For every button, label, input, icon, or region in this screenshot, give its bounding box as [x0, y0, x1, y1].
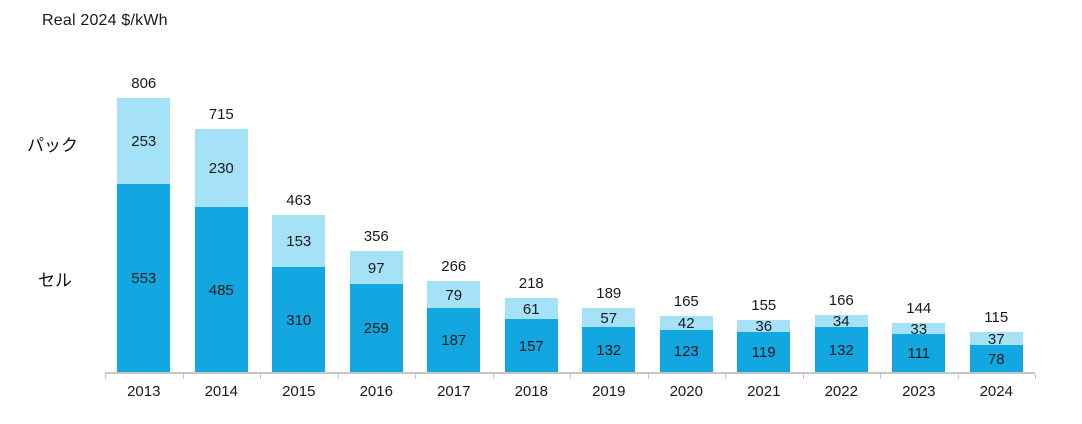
cell-value-label-2013: 553: [131, 270, 157, 287]
cell-value-label-2020: 123: [673, 343, 699, 360]
cell-value-label-2024: 78: [987, 350, 1005, 368]
cell-value-label-2022: 132: [828, 341, 854, 359]
cell-value-label-2023: 111: [907, 345, 931, 362]
total-value-label-2018: 218: [518, 275, 544, 292]
cell-value-label-2019: 132: [596, 341, 622, 359]
x-axis-label-2023: 2023: [902, 383, 936, 400]
x-axis-tick: [1035, 374, 1036, 379]
bar-segment-pack-2016: [349, 251, 403, 284]
series-label-cell: セル: [38, 271, 72, 290]
bar-segment-cell-2023: [892, 334, 946, 372]
x-axis-label-2017: 2017: [437, 383, 471, 400]
total-value-label-2022: 166: [828, 292, 854, 309]
x-axis-label-2014: 2014: [204, 383, 238, 400]
x-axis-tick: [880, 374, 881, 379]
bar-segment-cell-2013: [117, 184, 171, 372]
bar-segment-pack-2015: [272, 215, 326, 267]
total-value-label-2024: 115: [984, 309, 1009, 326]
bar-segment-cell-2018: [504, 319, 558, 372]
x-axis-label-2016: 2016: [359, 383, 393, 400]
total-value-label-2014: 715: [208, 106, 234, 123]
x-axis-tick: [415, 374, 416, 379]
bar-segment-cell-2015: [272, 267, 326, 372]
bar-segment-cell-2022: [814, 327, 868, 372]
bar-segment-pack-2018: [504, 298, 558, 319]
bar-segment-cell-2017: [427, 308, 481, 372]
bar-segment-pack-2020: [659, 316, 713, 330]
bar-segment-cell-2024: [969, 345, 1023, 372]
x-axis-label-2015: 2015: [282, 383, 316, 400]
total-value-label-2019: 189: [596, 285, 622, 302]
pack-value-label-2014: 230: [208, 160, 234, 177]
bar-segment-cell-2021: [737, 332, 791, 372]
bar-segment-pack-2013: [117, 98, 171, 184]
pack-value-label-2023: 33: [910, 320, 928, 338]
series-label-pack: パック: [27, 136, 78, 155]
x-axis-label-2024: 2024: [979, 383, 1013, 400]
bar-segment-pack-2022: [814, 315, 868, 327]
pack-value-label-2022: 34: [832, 313, 850, 330]
pack-value-label-2017: 79: [445, 286, 463, 304]
x-axis-tick: [105, 374, 106, 379]
chart-title: Real 2024 $/kWh: [42, 12, 168, 29]
cell-value-label-2018: 157: [518, 337, 544, 355]
pack-value-label-2016: 97: [367, 259, 385, 277]
pack-value-label-2015: 153: [286, 233, 312, 250]
total-value-label-2013: 806: [131, 75, 157, 92]
cell-value-label-2017: 187: [441, 332, 467, 349]
bar-segment-cell-2019: [582, 327, 636, 372]
x-axis-label-2022: 2022: [824, 383, 858, 400]
x-axis-line: [105, 372, 1035, 374]
total-value-label-2020: 165: [673, 293, 699, 310]
bar-segment-pack-2017: [427, 281, 481, 308]
x-axis-label-2013: 2013: [127, 383, 161, 400]
bar-segment-pack-2021: [737, 320, 791, 332]
bar-segment-cell-2020: [659, 330, 713, 372]
x-axis-tick: [957, 374, 959, 379]
x-axis-tick: [570, 374, 571, 379]
x-axis-label-2021: 2021: [747, 383, 781, 400]
x-axis-label-2019: 2019: [592, 383, 626, 400]
cell-value-label-2021: 119: [751, 344, 776, 361]
x-axis-tick: [647, 374, 649, 379]
total-value-label-2015: 463: [286, 192, 312, 209]
bar-segment-pack-2023: [892, 323, 946, 334]
bar-segment-cell-2016: [349, 284, 403, 372]
x-axis-tick: [182, 374, 184, 379]
x-axis-label-2020: 2020: [669, 383, 703, 400]
x-axis-tick: [492, 374, 494, 379]
x-axis-label-2018: 2018: [514, 383, 548, 400]
total-value-label-2017: 266: [441, 258, 467, 275]
pack-value-label-2013: 253: [131, 133, 157, 150]
total-value-label-2016: 356: [363, 228, 389, 245]
x-axis-tick: [260, 374, 261, 379]
cell-value-label-2014: 485: [208, 281, 234, 299]
x-axis-tick: [725, 374, 726, 379]
total-value-label-2021: 155: [751, 297, 777, 314]
pack-value-label-2018: 61: [522, 300, 540, 318]
x-axis-tick: [802, 374, 804, 379]
bar-segment-cell-2014: [194, 207, 248, 372]
cell-value-label-2015: 310: [286, 311, 312, 329]
bar-segment-pack-2024: [969, 332, 1023, 345]
pack-value-label-2019: 57: [600, 309, 618, 327]
total-value-label-2023: 144: [906, 300, 932, 317]
pack-value-label-2024: 37: [987, 330, 1005, 348]
x-axis-tick: [337, 374, 339, 379]
cell-value-label-2016: 259: [363, 320, 389, 337]
bar-segment-pack-2014: [194, 129, 248, 207]
pack-value-label-2020: 42: [677, 315, 695, 332]
bar-segment-pack-2019: [582, 308, 636, 327]
pack-value-label-2021: 36: [755, 318, 773, 335]
